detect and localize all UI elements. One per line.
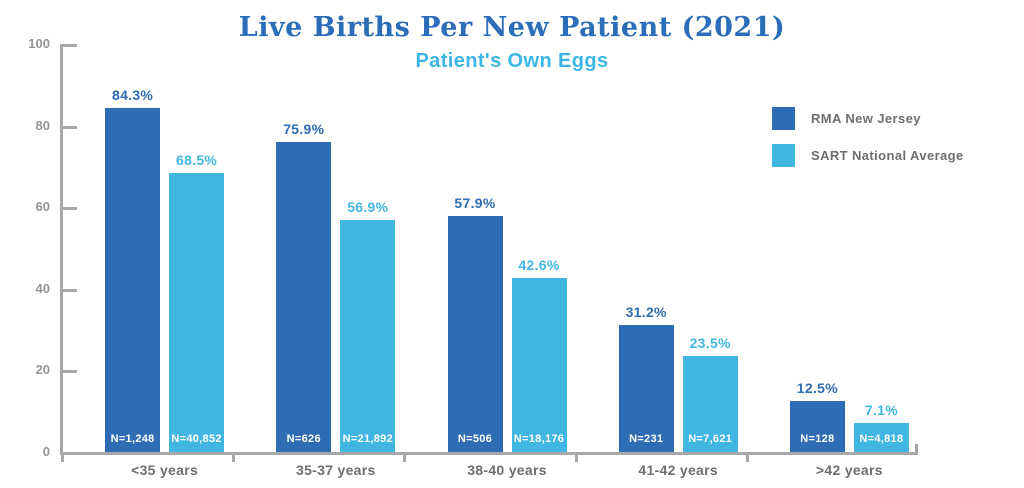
y-tick-label: 100 (28, 36, 50, 51)
y-axis (60, 44, 63, 455)
rma-n-label: N=128 (800, 433, 835, 445)
sart-n-label: N=7,621 (688, 433, 733, 445)
sart-n-label: N=4,818 (859, 433, 904, 445)
category-label: <35 years (131, 462, 199, 478)
chart-title: Live Births Per New Patient (2021) (238, 12, 786, 43)
rma-n-label: N=1,248 (110, 433, 155, 445)
rma-n-label: N=506 (457, 433, 493, 445)
sart-bar (511, 278, 567, 452)
rma-n-label: N=626 (286, 433, 321, 445)
sart-value-label: 56.9% (347, 198, 389, 215)
category-label: 35-37 years (296, 462, 376, 478)
y-tick-label: 20 (35, 362, 50, 378)
category-label: >42 years (815, 462, 883, 478)
sart-value-label: 68.5% (175, 151, 218, 168)
y-tick-label: 60 (35, 199, 50, 215)
sart-bar (340, 219, 396, 452)
sart-n-label: N=21,892 (342, 433, 393, 445)
chart-subtitle: Patient's Own Eggs (415, 50, 609, 72)
sart-value-label: 42.6% (518, 257, 560, 274)
sart-bar (853, 423, 909, 452)
rma-bar (789, 401, 845, 452)
y-tick-label: 80 (35, 117, 50, 133)
rma-bar (105, 108, 161, 452)
rma-bar (618, 324, 674, 452)
x-axis (60, 452, 918, 455)
y-tick-label: 0 (42, 444, 50, 459)
x-tick-mark (915, 444, 918, 452)
sart-bar (682, 356, 738, 452)
x-tick-mark (745, 454, 749, 462)
y-tick-mark (60, 207, 77, 211)
y-tick-mark (60, 44, 77, 47)
legend-item-rma: RMA New Jersey (772, 106, 964, 130)
x-tick-mark (232, 454, 236, 462)
rma-value-label: 12.5% (796, 380, 838, 396)
y-tick-mark (60, 370, 77, 374)
sart-value-label: 7.1% (864, 402, 898, 419)
legend-label: RMA New Jersey (811, 110, 921, 126)
rma-value-label: 57.9% (454, 194, 496, 211)
sart-n-label: N=40,852 (171, 433, 222, 445)
rma-bar (447, 215, 503, 452)
x-tick-mark (574, 454, 578, 462)
category-label: 38-40 years (467, 462, 547, 478)
rma-value-label: 31.2% (625, 303, 667, 320)
rma-bar (276, 142, 332, 452)
y-tick-label: 40 (35, 280, 50, 296)
x-tick-mark (61, 454, 64, 462)
rma-n-label: N=231 (629, 433, 664, 445)
sart-value-label: 23.5% (689, 335, 731, 352)
y-tick-mark (60, 125, 77, 129)
category-label: 41-42 years (638, 462, 718, 478)
legend: RMA New Jersey SART National Average (772, 106, 964, 180)
rma-value-label: 84.3% (111, 87, 154, 104)
legend-label: SART National Average (811, 147, 964, 163)
rma-value-label: 75.9% (283, 121, 325, 138)
legend-swatch-icon (772, 106, 795, 130)
sart-n-label: N=18,176 (513, 433, 565, 445)
y-tick-mark (60, 288, 77, 292)
x-tick-mark (403, 454, 407, 462)
sart-bar (169, 172, 225, 452)
legend-swatch-icon (772, 143, 795, 167)
legend-item-sart: SART National Average (772, 143, 964, 167)
